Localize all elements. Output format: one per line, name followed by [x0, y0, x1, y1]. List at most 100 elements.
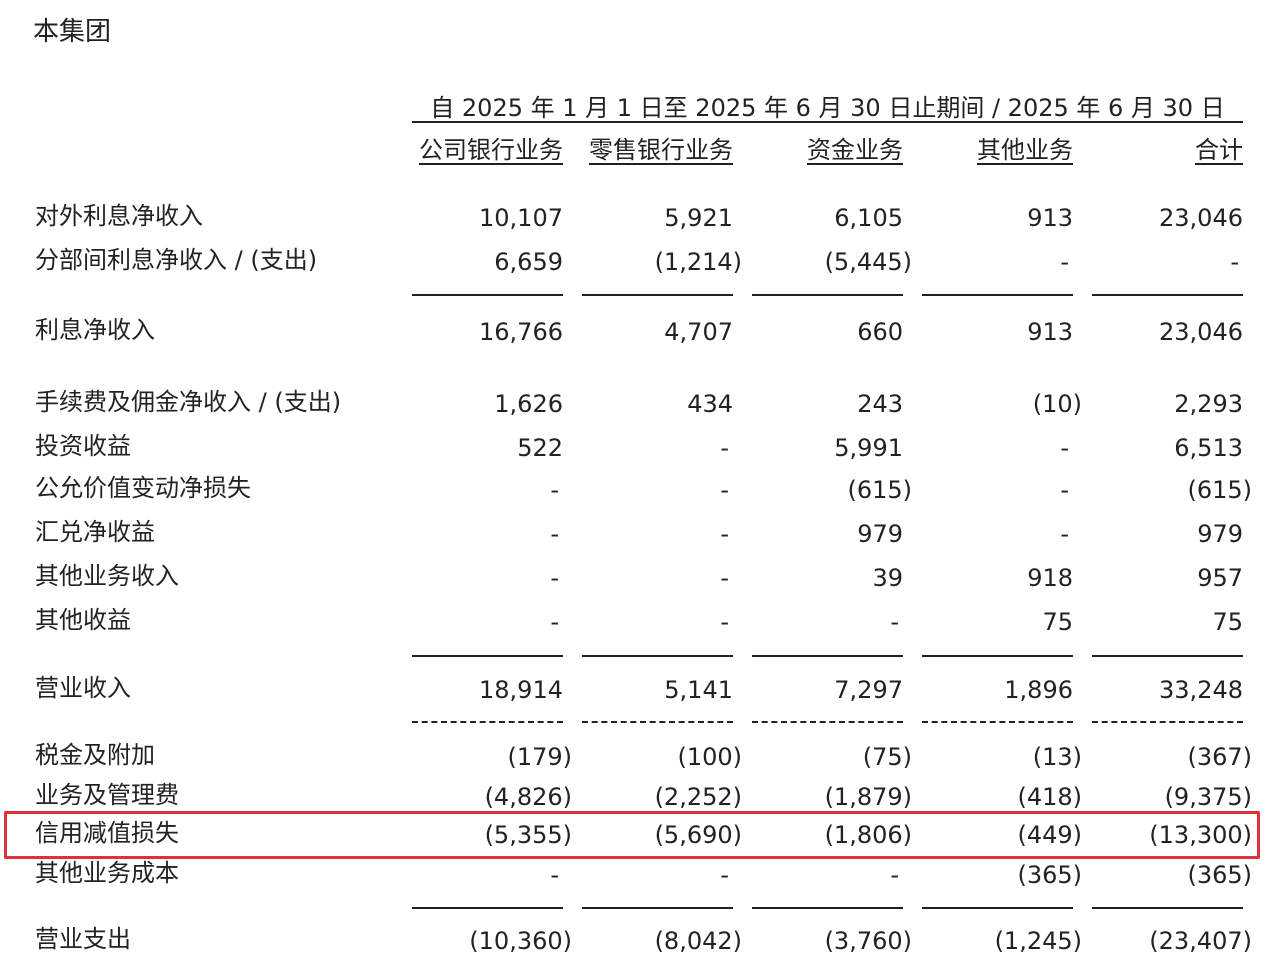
dashed-rule: [922, 721, 1073, 723]
cell: (5,690): [654, 821, 742, 849]
column-header: 资金业务: [807, 136, 903, 165]
rule: [1092, 655, 1243, 657]
rule: [922, 294, 1073, 296]
cell: (179): [507, 743, 572, 771]
cell: 75: [1212, 608, 1243, 636]
rule: [922, 655, 1073, 657]
row-label: 汇兑净收益: [35, 518, 155, 546]
column-header: 其他业务: [977, 136, 1073, 165]
cell: (418): [1017, 783, 1082, 811]
row-label: 分部间利息净收入 / (支出): [35, 246, 318, 274]
cell: 1,626: [494, 390, 563, 418]
row-label: 信用减值损失: [35, 819, 179, 847]
cell: (615): [847, 476, 912, 504]
cell: (75): [862, 743, 912, 771]
cell: -: [720, 861, 729, 889]
cell: (1,879): [824, 783, 912, 811]
cell: (2,252): [654, 783, 742, 811]
cell: (10): [1032, 390, 1082, 418]
column-header: 合计: [1195, 136, 1243, 165]
rule: [412, 294, 563, 296]
cell: 4,707: [664, 318, 733, 346]
cell: 33,248: [1159, 676, 1243, 704]
cell: (10,360): [469, 927, 572, 955]
cell: -: [1230, 248, 1239, 276]
cell: 75: [1042, 608, 1073, 636]
cell: 5,991: [834, 434, 903, 462]
cell: 522: [517, 434, 563, 462]
dashed-rule: [412, 721, 563, 723]
cell: (365): [1187, 861, 1252, 889]
cell: 23,046: [1159, 318, 1243, 346]
cell: -: [550, 564, 559, 592]
cell: -: [890, 861, 899, 889]
cell: (367): [1187, 743, 1252, 771]
row-label: 公允价值变动净损失: [35, 474, 251, 502]
cell: 18,914: [479, 676, 563, 704]
cell: 23,046: [1159, 204, 1243, 232]
cell: 660: [857, 318, 903, 346]
dashed-rule: [582, 721, 733, 723]
cell: -: [550, 476, 559, 504]
row-label: 营业支出: [35, 925, 131, 953]
cell: -: [720, 476, 729, 504]
cell: (23,407): [1149, 927, 1252, 955]
highlight-box: [4, 811, 1260, 859]
cell: -: [720, 520, 729, 548]
cell: -: [720, 608, 729, 636]
cell: 918: [1027, 564, 1073, 592]
cell: (13): [1032, 743, 1082, 771]
rule: [1092, 294, 1243, 296]
rule: [582, 294, 733, 296]
row-label: 投资收益: [35, 432, 131, 460]
cell: 957: [1197, 564, 1243, 592]
column-header: 零售银行业务: [589, 136, 733, 165]
cell: 5,921: [664, 204, 733, 232]
rule: [1092, 907, 1243, 909]
rule: [582, 655, 733, 657]
cell: (1,806): [824, 821, 912, 849]
cell: (5,445): [824, 248, 912, 276]
cell: 16,766: [479, 318, 563, 346]
cell: (8,042): [654, 927, 742, 955]
cell: 913: [1027, 318, 1073, 346]
title: 本集团: [33, 17, 112, 47]
rule: [412, 655, 563, 657]
cell: (1,214): [654, 248, 742, 276]
cell: (1,245): [994, 927, 1082, 955]
row-label: 其他业务收入: [35, 562, 179, 590]
cell: -: [890, 608, 899, 636]
cell: 6,659: [494, 248, 563, 276]
cell: -: [1060, 248, 1069, 276]
cell: -: [550, 608, 559, 636]
cell: -: [720, 564, 729, 592]
row-label: 其他收益: [35, 606, 131, 634]
cell: (3,760): [824, 927, 912, 955]
cell: 243: [857, 390, 903, 418]
cell: 10,107: [479, 204, 563, 232]
dashed-rule: [1092, 721, 1243, 723]
cell: 913: [1027, 204, 1073, 232]
cell: -: [1060, 520, 1069, 548]
cell: 434: [687, 390, 733, 418]
period-header: 自 2025 年 1 月 1 日至 2025 年 6 月 30 日止期间 / 2…: [412, 93, 1243, 123]
cell: 2,293: [1174, 390, 1243, 418]
cell: (449): [1017, 821, 1082, 849]
cell: (615): [1187, 476, 1252, 504]
row-label: 利息净收入: [35, 316, 155, 344]
cell: 1,896: [1004, 676, 1073, 704]
row-label: 其他业务成本: [35, 859, 179, 887]
cell: (365): [1017, 861, 1082, 889]
cell: 979: [857, 520, 903, 548]
rule: [922, 907, 1073, 909]
cell: -: [550, 861, 559, 889]
dashed-rule: [752, 721, 903, 723]
cell: -: [720, 434, 729, 462]
rule: [752, 907, 903, 909]
rule: [752, 655, 903, 657]
cell: 6,513: [1174, 434, 1243, 462]
cell: (4,826): [484, 783, 572, 811]
row-label: 税金及附加: [35, 741, 155, 769]
cell: 5,141: [664, 676, 733, 704]
